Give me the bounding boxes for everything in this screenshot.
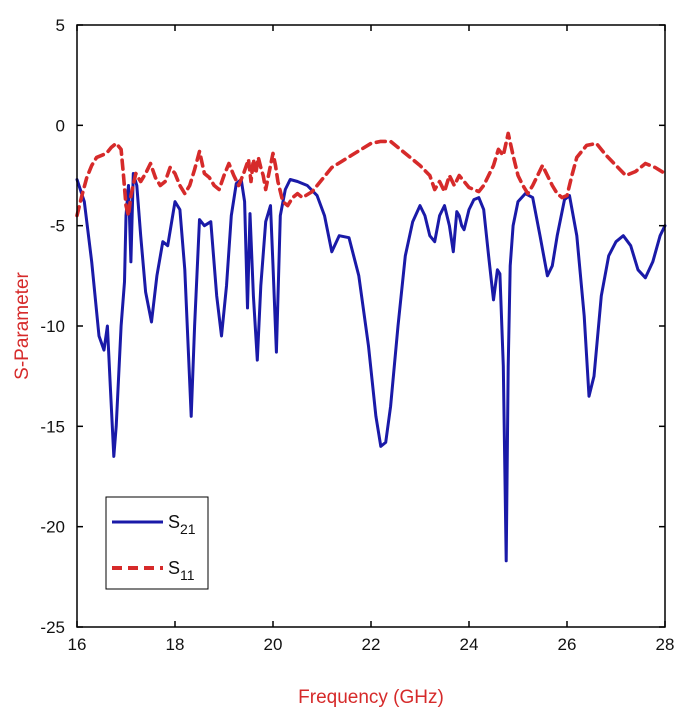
plot-area [75, 131, 667, 563]
y-tick-label: -10 [40, 317, 65, 336]
x-tick-label: 16 [68, 635, 87, 654]
series-line-s11 [75, 131, 667, 218]
legend-label-s21: S21 [168, 512, 196, 537]
y-axis-title: S-Parameter [12, 271, 33, 379]
y-tick-label: -20 [40, 518, 65, 537]
x-tick-label: 22 [362, 635, 381, 654]
y-axis: 5 0 -5 -10 -15 -20 -25 [40, 16, 665, 637]
x-axis-title: Frequency (GHz) [298, 687, 444, 708]
x-tick-label: 28 [656, 635, 675, 654]
y-tick-label: 5 [56, 16, 65, 35]
x-axis: 16 18 20 22 24 26 28 [68, 25, 675, 654]
y-tick-label: -25 [40, 618, 65, 637]
legend: S21 S11 [105, 496, 209, 590]
series-line-s21 [75, 172, 667, 563]
x-tick-label: 20 [264, 635, 283, 654]
legend-label-s11: S11 [168, 558, 195, 583]
x-tick-label: 18 [166, 635, 185, 654]
y-tick-label: 0 [56, 116, 65, 135]
y-tick-label: -5 [50, 217, 65, 236]
x-tick-label: 24 [460, 635, 479, 654]
y-tick-label: -15 [40, 417, 65, 436]
legend-box [105, 496, 209, 590]
x-tick-label: 26 [558, 635, 577, 654]
